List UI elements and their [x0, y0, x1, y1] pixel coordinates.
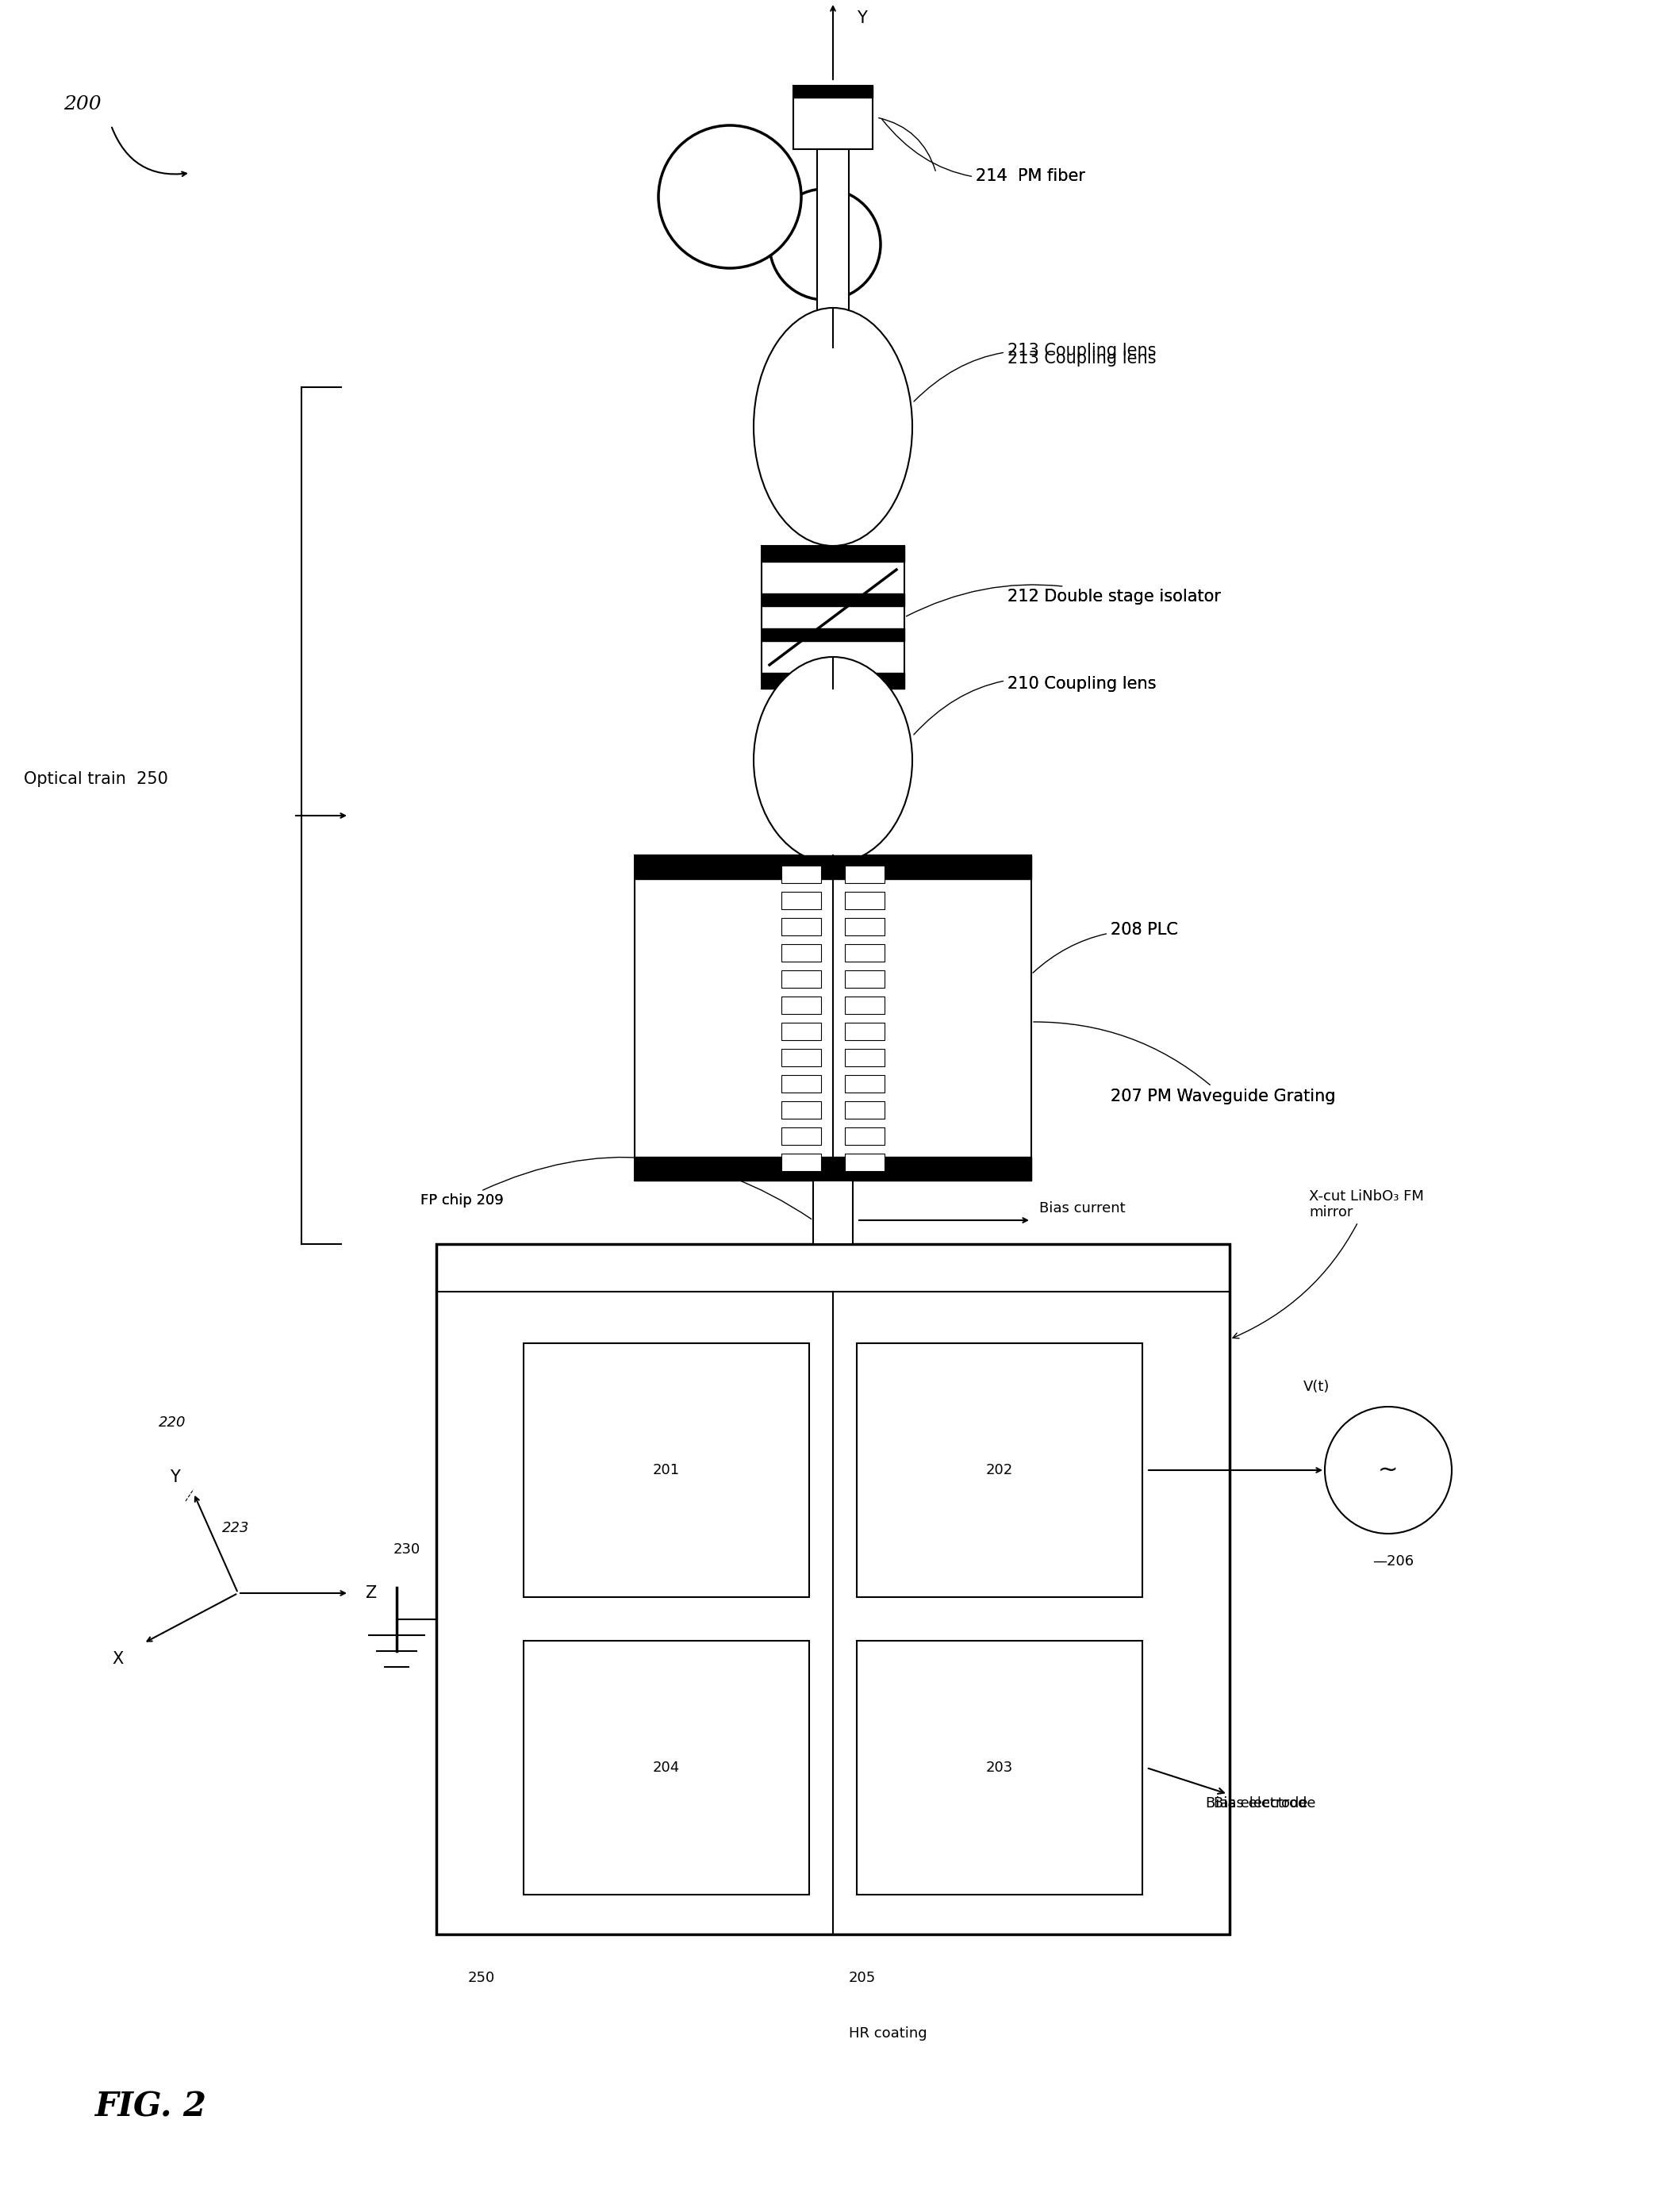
Bar [846, 1152, 884, 1170]
Bar [846, 1128, 884, 1144]
Bar [846, 865, 884, 883]
Bar [761, 546, 904, 562]
Text: X: X [111, 1650, 123, 1668]
Bar [635, 856, 1031, 1181]
Text: FP chip 209: FP chip 209 [421, 1192, 504, 1208]
Bar [846, 918, 884, 936]
Text: Bias electrode: Bias electrode [1149, 1767, 1308, 1812]
Bar [846, 1102, 884, 1119]
Bar [781, 1102, 821, 1119]
Text: 212 Double stage isolator: 212 Double stage isolator [1008, 588, 1220, 604]
Text: 223: 223 [222, 1522, 249, 1535]
Bar [781, 995, 821, 1013]
Circle shape [658, 126, 801, 268]
Text: 210 Coupling lens: 210 Coupling lens [914, 677, 1156, 734]
Ellipse shape [754, 657, 912, 863]
Text: X-cut LiNbO₃ FM
mirror: X-cut LiNbO₃ FM mirror [1234, 1190, 1424, 1338]
Bar [817, 148, 849, 347]
Text: 214  PM fiber: 214 PM fiber [977, 168, 1086, 184]
Text: 203: 203 [987, 1761, 1013, 1774]
Bar [436, 1243, 1230, 1933]
Text: Y: Y [857, 11, 867, 27]
Text: Optical train  250: Optical train 250 [23, 772, 167, 787]
Bar [761, 593, 904, 606]
Text: FP chip 209: FP chip 209 [421, 1157, 811, 1219]
Bar [761, 628, 904, 641]
Bar [524, 1343, 809, 1597]
Text: —206: —206 [1373, 1555, 1414, 1568]
Text: 207 PM Waveguide Grating: 207 PM Waveguide Grating [1111, 1088, 1336, 1104]
Bar [781, 945, 821, 962]
Bar [781, 969, 821, 987]
Text: Bias electrode: Bias electrode [1214, 1796, 1316, 1812]
Text: 230: 230 [393, 1542, 421, 1557]
Bar [846, 969, 884, 987]
Circle shape [1325, 1407, 1452, 1533]
Text: 208 PLC: 208 PLC [1033, 922, 1177, 973]
Bar [781, 891, 821, 909]
Text: 220: 220 [159, 1416, 186, 1429]
Bar [846, 1022, 884, 1040]
Bar [635, 856, 1031, 878]
Bar [761, 672, 904, 688]
Text: 207 PM Waveguide Grating: 207 PM Waveguide Grating [1033, 1022, 1336, 1104]
Text: FIG. 2: FIG. 2 [95, 2090, 207, 2124]
Text: V(t): V(t) [1303, 1380, 1330, 1394]
Text: 205: 205 [849, 1971, 875, 1984]
Text: 250: 250 [468, 1971, 496, 1984]
Bar [781, 1022, 821, 1040]
Bar [846, 891, 884, 909]
Bar [793, 86, 872, 148]
Text: 204: 204 [653, 1761, 680, 1774]
Text: 213 Coupling lens: 213 Coupling lens [914, 352, 1156, 403]
Bar [846, 1048, 884, 1066]
Bar [812, 1181, 852, 1243]
Text: Bias current: Bias current [1040, 1201, 1126, 1214]
Bar [635, 1157, 1031, 1181]
Bar [846, 945, 884, 962]
Text: 201: 201 [653, 1462, 680, 1478]
Text: Y: Y [169, 1469, 181, 1484]
Bar [857, 1641, 1142, 1896]
Circle shape [769, 188, 880, 301]
Text: 210 Coupling lens: 210 Coupling lens [1008, 677, 1156, 692]
Bar [781, 1075, 821, 1093]
Bar [793, 86, 872, 97]
Bar [781, 918, 821, 936]
Bar [846, 995, 884, 1013]
Text: 213 Coupling lens: 213 Coupling lens [1008, 343, 1156, 358]
Text: Z: Z [365, 1586, 376, 1601]
Bar [761, 546, 904, 688]
Bar [524, 1641, 809, 1896]
Text: 212 Double stage isolator: 212 Double stage isolator [907, 584, 1220, 617]
Ellipse shape [754, 307, 912, 546]
Text: ~: ~ [1378, 1458, 1398, 1482]
Bar [781, 1128, 821, 1144]
Text: 200: 200 [63, 95, 101, 113]
Bar [781, 865, 821, 883]
Bar [857, 1343, 1142, 1597]
Bar [781, 1048, 821, 1066]
Text: 202: 202 [987, 1462, 1013, 1478]
Text: HR coating: HR coating [849, 2026, 927, 2042]
Text: 208 PLC: 208 PLC [1111, 922, 1177, 938]
Bar [846, 1075, 884, 1093]
Text: 214  PM fiber: 214 PM fiber [882, 119, 1086, 184]
Bar [781, 1152, 821, 1170]
